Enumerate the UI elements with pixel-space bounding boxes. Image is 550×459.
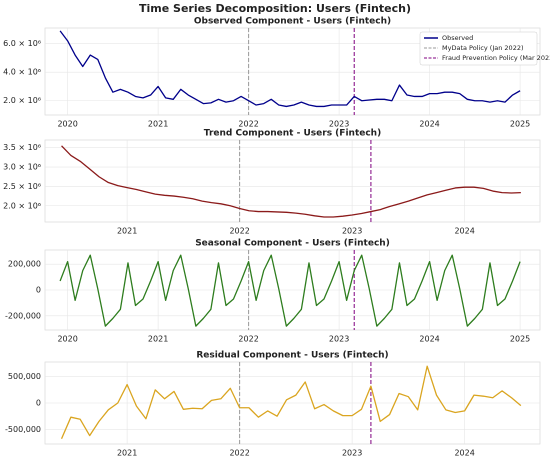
x-tick-label: 2020 <box>57 335 77 344</box>
y-tick-label: 500,000 <box>8 372 41 381</box>
y-tick-label: 3.5 × 10⁶ <box>3 143 41 152</box>
y-tick-label: 2.5 × 10⁶ <box>3 182 41 191</box>
x-tick-label: 2024 <box>454 449 474 458</box>
x-tick-label: 2022 <box>238 335 258 344</box>
y-tick-label: 4.0 × 10⁶ <box>3 68 41 77</box>
panel-title: Seasonal Component - Users (Fintech) <box>195 239 390 249</box>
x-tick-label: 2025 <box>510 335 530 344</box>
legend-label: Fraud Prevention Policy (Mar 2023) <box>442 54 550 62</box>
x-tick-label: 2025 <box>510 120 530 129</box>
x-tick-label: 2023 <box>329 335 349 344</box>
series-line <box>59 30 521 108</box>
y-tick-label: 2.0 × 10⁶ <box>3 201 41 210</box>
x-tick-label: 2021 <box>148 120 168 129</box>
series-line <box>61 145 521 218</box>
panel-title: Trend Component - Users (Fintech) <box>204 129 381 139</box>
series-line <box>60 365 522 439</box>
x-tick-label: 2022 <box>238 120 258 129</box>
x-tick-label: 2023 <box>342 449 362 458</box>
x-tick-label: 2021 <box>117 227 137 236</box>
x-tick-label: 2024 <box>419 120 439 129</box>
x-tick-label: 2024 <box>454 227 474 236</box>
y-tick-label: 0 <box>36 286 41 295</box>
x-tick-label: 2022 <box>229 449 249 458</box>
legend-label: MyData Policy (Jan 2022) <box>442 44 524 52</box>
y-tick-label: -500,000 <box>5 425 41 434</box>
plot-area <box>44 139 541 223</box>
x-tick-label: 2021 <box>117 449 137 458</box>
y-tick-label: 6.0 × 10⁶ <box>3 39 41 48</box>
y-tick-label: 0 <box>36 399 41 408</box>
x-tick-label: 2020 <box>57 120 77 129</box>
legend: Observed MyData Policy (Jan 2022) Fraud Pr… <box>419 31 550 66</box>
x-tick-label: 2022 <box>229 227 249 236</box>
y-tick-label: -200,000 <box>5 311 41 320</box>
legend-label: Observed <box>442 34 473 42</box>
y-tick-label: 3.0 × 10⁶ <box>3 163 41 172</box>
y-tick-label: 200,000 <box>8 260 41 269</box>
series-line <box>59 254 521 327</box>
panel-title: Observed Component - Users (Fintech) <box>194 17 391 27</box>
x-tick-label: 2023 <box>342 227 362 236</box>
x-tick-label: 2023 <box>329 120 349 129</box>
y-tick-label: 2.0 × 10⁶ <box>3 96 41 105</box>
figure-title: Time Series Decomposition: Users (Fintec… <box>139 2 411 15</box>
legend-box <box>419 31 538 66</box>
panel-title: Residual Component - Users (Fintech) <box>196 351 388 361</box>
x-tick-label: 2021 <box>148 335 168 344</box>
x-tick-label: 2024 <box>419 335 439 344</box>
